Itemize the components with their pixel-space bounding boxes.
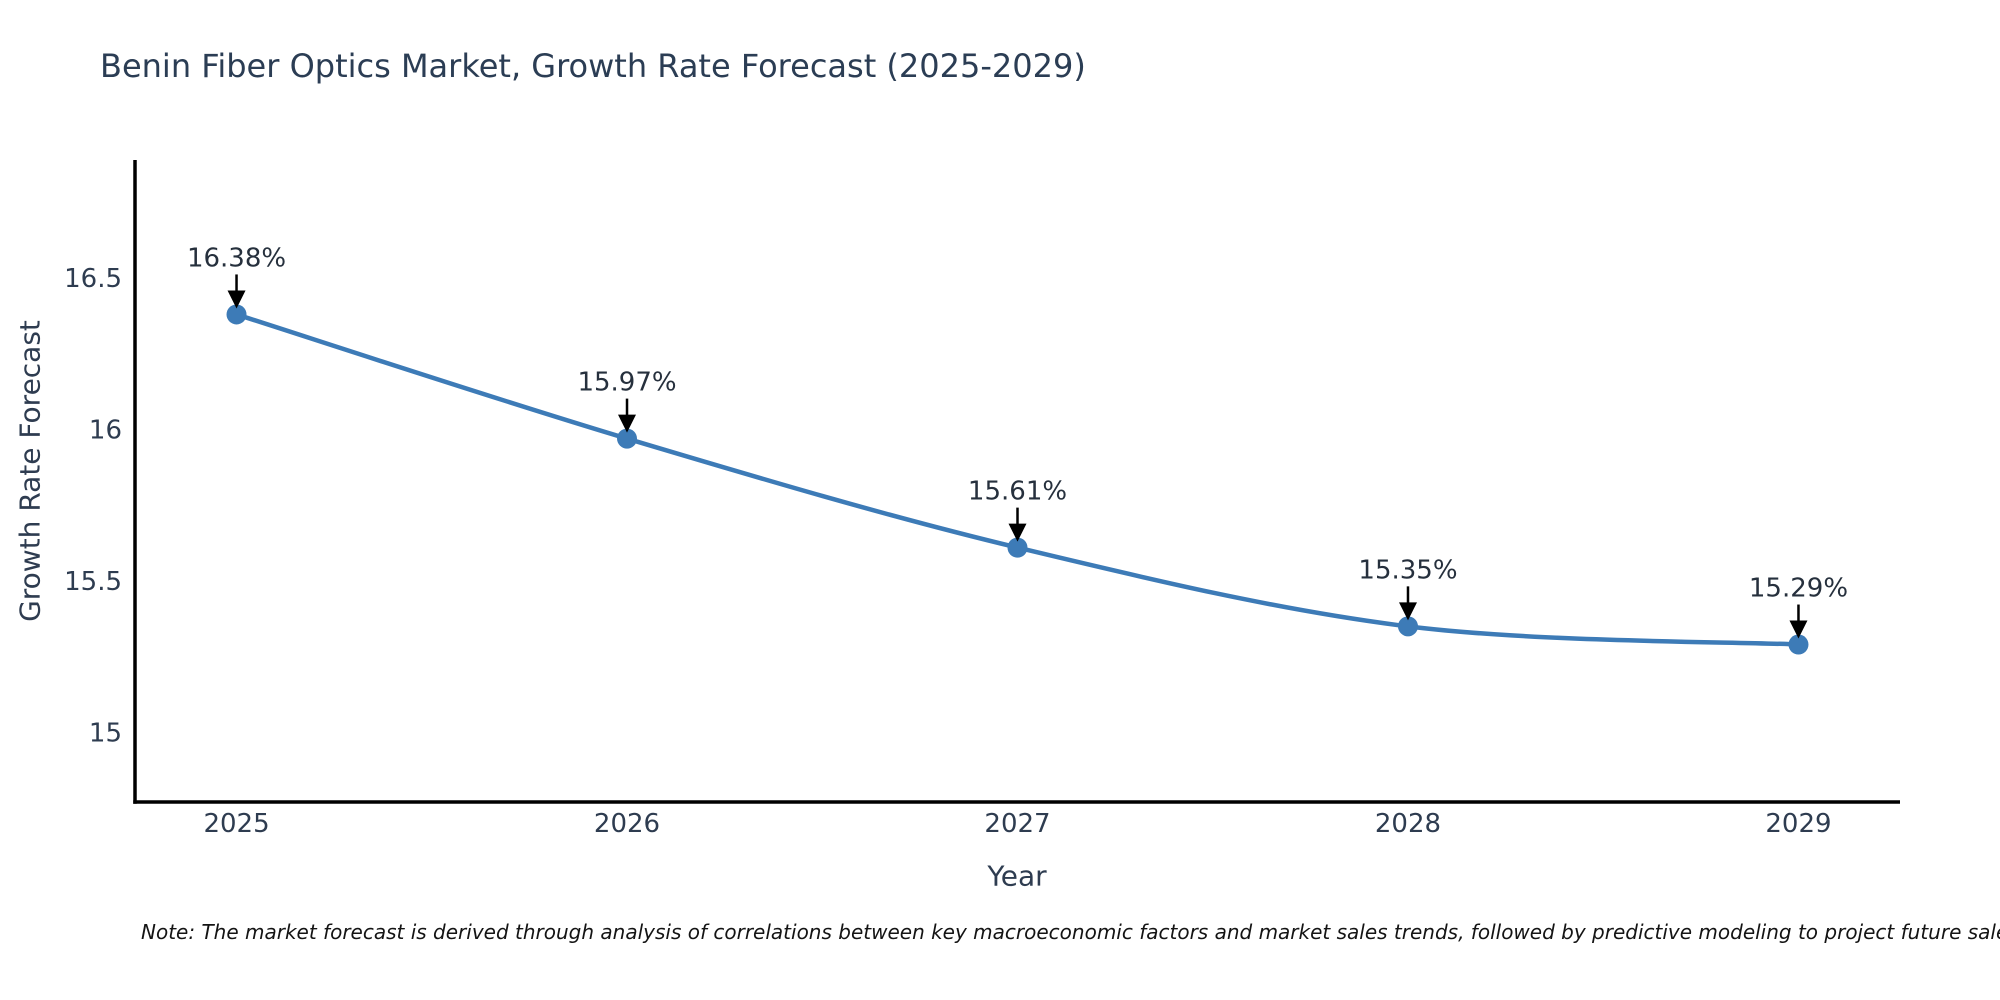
point-value-label: 15.35% [1358,555,1457,585]
data-point-marker [1788,634,1809,655]
annotation-arrow-head [1789,620,1808,639]
y-tick-label: 15.5 [64,567,122,597]
data-point-marker [617,428,638,449]
y-tick-label: 16 [89,416,122,446]
y-tick-label: 15 [89,718,122,748]
point-value-label: 15.29% [1749,574,1848,604]
annotation-arrow-head [227,290,246,309]
x-tick-label: 2026 [594,809,660,839]
data-point-marker [226,304,247,325]
annotation-arrow-head [1398,602,1417,621]
point-value-label: 15.97% [577,368,676,398]
point-value-label: 15.61% [968,477,1067,507]
x-tick-label: 2028 [1375,809,1441,839]
x-tick-label: 2029 [1765,809,1831,839]
footnote: Note: The market forecast is derived thr… [141,920,2000,944]
annotation-arrow-head [1008,523,1027,542]
x-axis-title: Year [987,859,1047,893]
data-point-marker [1007,537,1028,558]
x-tick-label: 2027 [984,809,1050,839]
annotation-arrow-head [618,414,637,433]
point-value-label: 16.38% [187,243,286,273]
y-tick-label: 16.5 [64,264,122,294]
chart-title: Benin Fiber Optics Market, Growth Rate F… [100,47,1086,85]
x-tick-label: 2025 [203,809,269,839]
data-point-marker [1397,616,1418,637]
